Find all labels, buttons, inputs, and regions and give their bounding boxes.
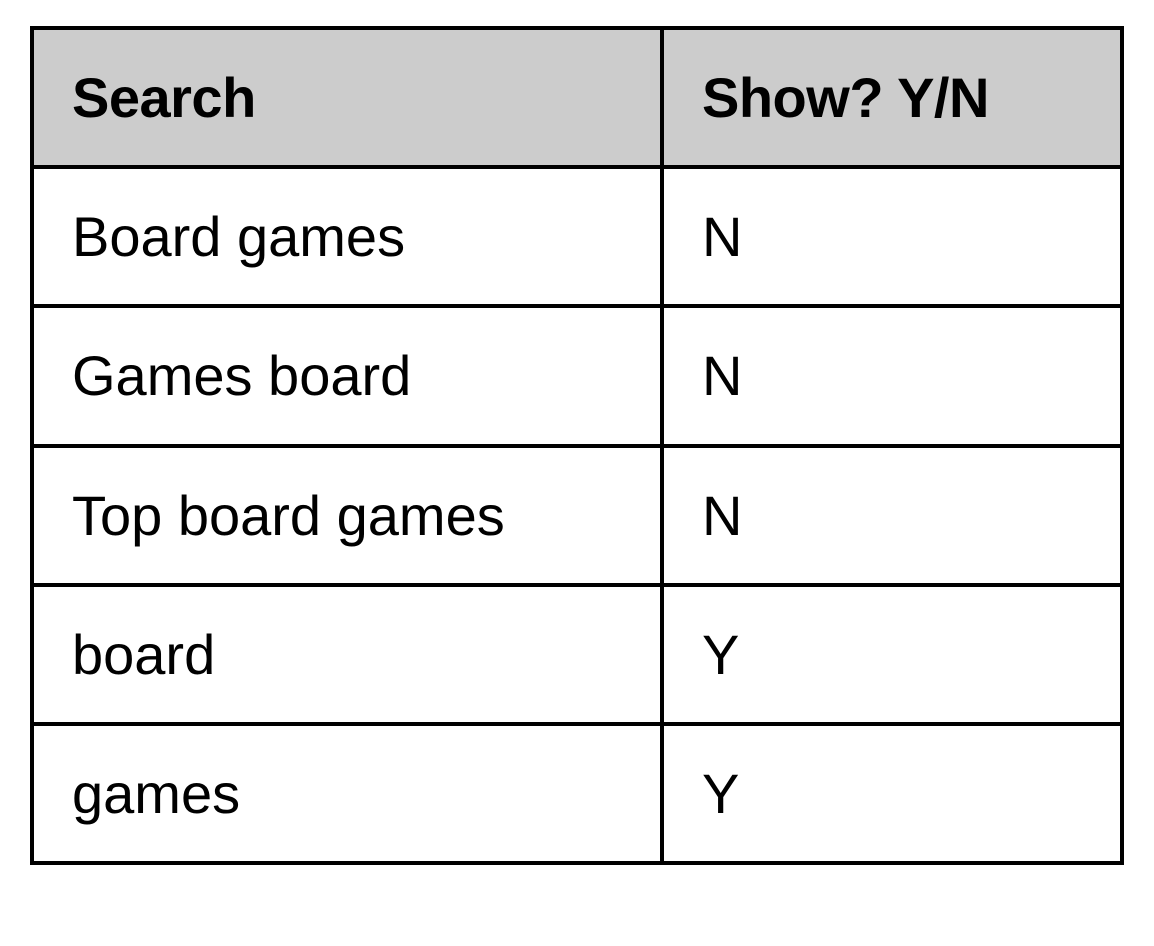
cell-search: Board games (32, 167, 662, 306)
cell-search: Games board (32, 306, 662, 445)
column-header-search: Search (32, 28, 662, 167)
cell-search: board (32, 585, 662, 724)
cell-show: N (662, 306, 1122, 445)
table-row: Games board N (32, 306, 1122, 445)
cell-show: Y (662, 724, 1122, 863)
cell-search: games (32, 724, 662, 863)
cell-show: N (662, 446, 1122, 585)
cell-show: Y (662, 585, 1122, 724)
table-header-row: Search Show? Y/N (32, 28, 1122, 167)
table-row: Top board games N (32, 446, 1122, 585)
cell-search: Top board games (32, 446, 662, 585)
table-row: games Y (32, 724, 1122, 863)
search-show-table: Search Show? Y/N Board games N Games boa… (30, 26, 1124, 865)
table-row: Board games N (32, 167, 1122, 306)
cell-show: N (662, 167, 1122, 306)
column-header-show: Show? Y/N (662, 28, 1122, 167)
table-row: board Y (32, 585, 1122, 724)
